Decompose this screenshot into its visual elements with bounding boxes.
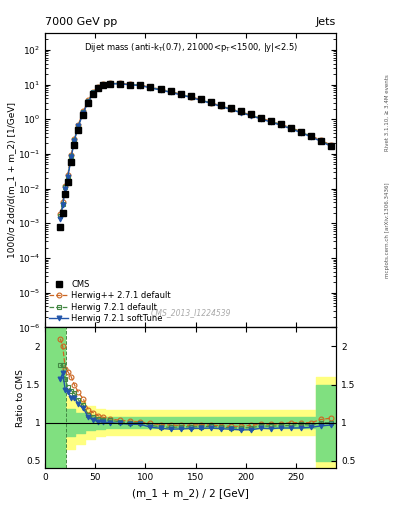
Text: Rivet 3.1.10, ≥ 3.4M events: Rivet 3.1.10, ≥ 3.4M events — [385, 74, 390, 151]
Y-axis label: Ratio to CMS: Ratio to CMS — [16, 369, 25, 427]
X-axis label: (m_1 + m_2) / 2 [GeV]: (m_1 + m_2) / 2 [GeV] — [132, 488, 249, 499]
Text: CMS_2013_I1224539: CMS_2013_I1224539 — [151, 309, 231, 317]
Y-axis label: 1000/σ 2dσ/d(m_1 + m_2) [1/GeV]: 1000/σ 2dσ/d(m_1 + m_2) [1/GeV] — [7, 102, 17, 259]
Text: mcplots.cern.ch [arXiv:1306.3436]: mcplots.cern.ch [arXiv:1306.3436] — [385, 183, 390, 278]
Text: Dijet mass (anti-k$_\mathregular{T}$(0.7), 21000<p$_\mathregular{T}$<1500, |y|<2: Dijet mass (anti-k$_\mathregular{T}$(0.7… — [84, 40, 298, 54]
Legend: CMS, Herwig++ 2.7.1 default, Herwig 7.2.1 default, Herwig 7.2.1 softTune: CMS, Herwig++ 2.7.1 default, Herwig 7.2.… — [50, 280, 171, 323]
Text: Jets: Jets — [316, 16, 336, 27]
Text: 7000 GeV pp: 7000 GeV pp — [45, 16, 118, 27]
